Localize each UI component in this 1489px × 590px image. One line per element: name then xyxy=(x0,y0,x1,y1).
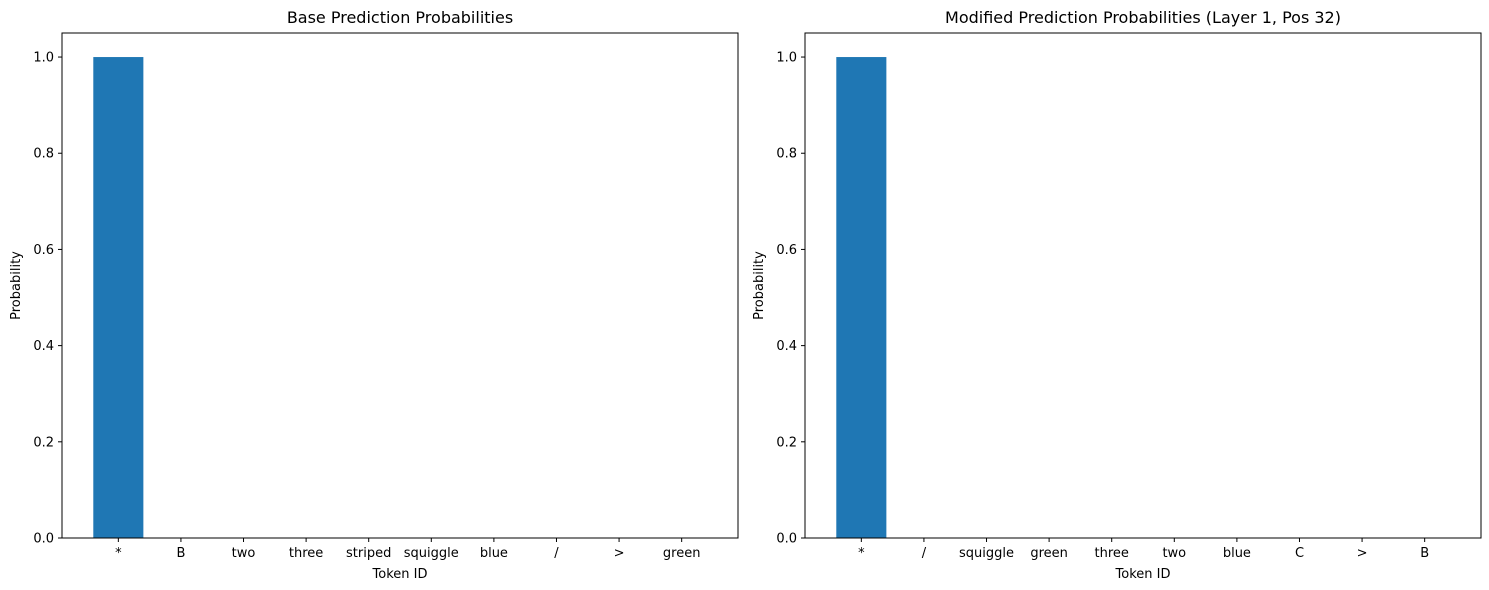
x-tick-label: * xyxy=(858,546,865,561)
x-tick-label: B xyxy=(176,546,185,561)
x-tick-label: > xyxy=(1357,546,1368,561)
y-tick-label: 0.6 xyxy=(33,243,54,258)
x-tick-label: / xyxy=(922,546,927,561)
x-tick-label: * xyxy=(115,546,122,561)
y-tick-label: 0.4 xyxy=(33,339,54,354)
y-axis-label: Probability xyxy=(9,251,24,320)
x-axis-label: Token ID xyxy=(1115,567,1171,582)
y-tick-label: 1.0 xyxy=(33,51,54,66)
y-tick-label: 1.0 xyxy=(776,51,797,66)
y-tick-label: 0.0 xyxy=(33,532,54,547)
x-tick-label: > xyxy=(614,546,625,561)
x-tick-label: blue xyxy=(480,546,508,561)
x-tick-label: three xyxy=(289,546,323,561)
modified-prediction-chart: 0.0 0.2 0.4 0.6 0.8 1.0 * / squiggle green three tw… xyxy=(752,8,1482,582)
bar-0 xyxy=(93,57,144,539)
x-tick-label: green xyxy=(663,546,701,561)
x-tick-label: B xyxy=(1420,546,1429,561)
y-tick-label: 0.2 xyxy=(33,435,54,450)
axes-frame xyxy=(804,32,1482,539)
axes-frame xyxy=(61,32,739,539)
y-tick-label: 0.4 xyxy=(776,339,797,354)
x-tick-label: striped xyxy=(346,546,391,561)
x-tick-label: three xyxy=(1095,546,1129,561)
y-tick-label: 0.6 xyxy=(776,243,797,258)
x-tick-label: C xyxy=(1295,546,1304,561)
y-tick-label: 0.2 xyxy=(776,435,797,450)
x-axis-label: Token ID xyxy=(372,567,428,582)
bar-0 xyxy=(836,57,887,539)
x-tick-label: / xyxy=(554,546,559,561)
y-tick-label: 0.8 xyxy=(33,147,54,162)
x-tick-label: two xyxy=(232,546,256,561)
y-tick-label: 0.8 xyxy=(776,147,797,162)
x-tick-label: two xyxy=(1162,546,1186,561)
y-axis-label: Probability xyxy=(752,251,767,320)
chart-title: Modified Prediction Probabilities (Layer… xyxy=(945,8,1341,27)
x-tick-label: squiggle xyxy=(959,546,1014,561)
y-tick-label: 0.0 xyxy=(776,532,797,547)
x-tick-label: green xyxy=(1030,546,1068,561)
x-tick-label: blue xyxy=(1223,546,1251,561)
x-tick-label: squiggle xyxy=(404,546,459,561)
chart-title: Base Prediction Probabilities xyxy=(287,8,513,27)
